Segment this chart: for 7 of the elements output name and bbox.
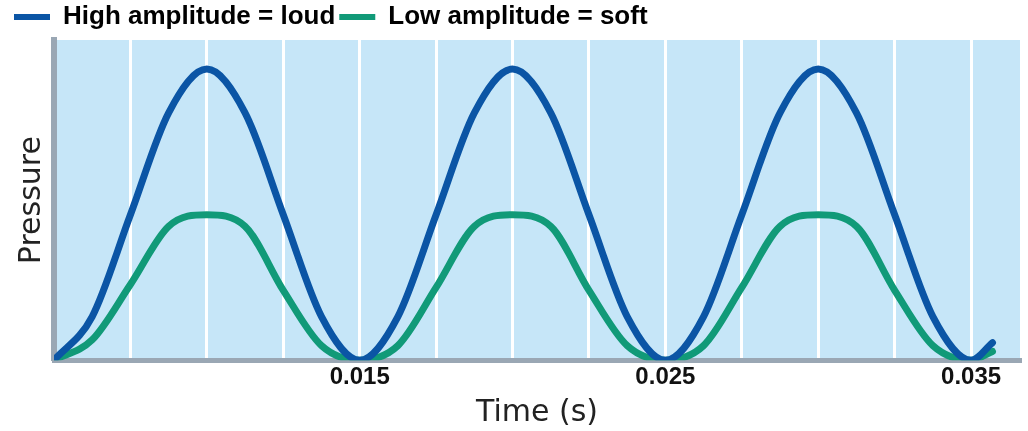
x-tick-label: 0.025 (635, 362, 696, 390)
legend-label: Low amplitude = soft (388, 0, 648, 31)
y-axis-title: Pressure (11, 136, 47, 265)
x-tick-label: 0.035 (941, 362, 1002, 390)
legend-label: High amplitude = loud (63, 0, 336, 31)
x-axis-title: Time (s) (475, 392, 598, 428)
x-tick-label: 0.015 (329, 362, 390, 390)
